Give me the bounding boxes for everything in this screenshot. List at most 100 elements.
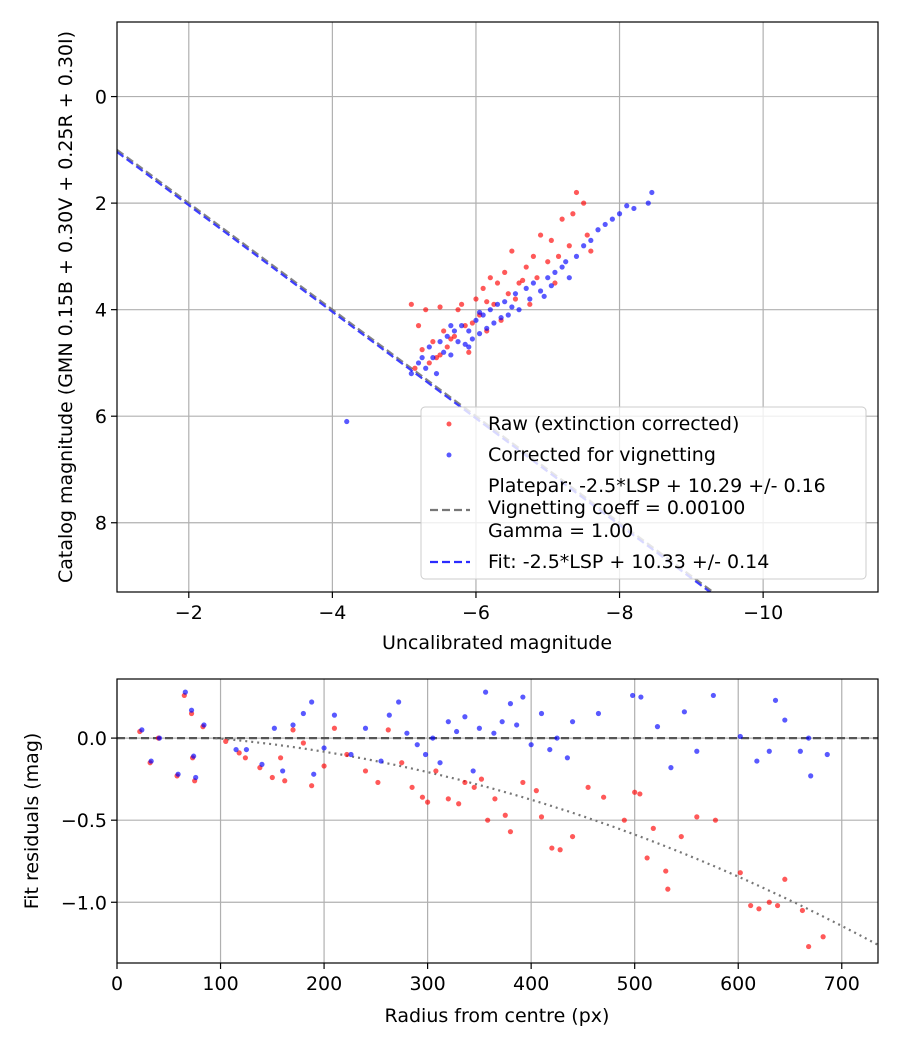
top-x-tick-label: −4 <box>318 602 346 624</box>
top-x-tick-label: −8 <box>606 602 634 624</box>
bottom-corrected-point <box>694 748 700 754</box>
bottom-corrected-point <box>290 722 296 728</box>
bottom-corrected-point <box>538 710 545 717</box>
top-corrected-point <box>541 293 547 299</box>
top-raw-point <box>584 232 590 238</box>
bottom-corrected-point <box>797 748 803 754</box>
bottom-raw-point <box>663 868 669 874</box>
top-corrected-point <box>437 339 443 345</box>
top-corrected-point <box>466 344 472 350</box>
bottom-corrected-point <box>331 712 338 718</box>
top-corrected-point <box>473 317 479 323</box>
top-raw-point <box>588 248 594 254</box>
bottom-raw-point <box>462 779 468 786</box>
top-raw-point <box>462 323 468 329</box>
top-raw-point <box>430 339 436 345</box>
bottom-points <box>137 689 830 950</box>
top-raw-point <box>505 291 511 297</box>
bottom-raw-point <box>601 794 607 800</box>
bottom-raw-point <box>433 768 439 774</box>
legend-corrected-marker <box>446 452 452 458</box>
bottom-corrected-point <box>564 755 570 761</box>
bottom-corrected-point <box>754 758 760 764</box>
legend-platepar-line1: Platepar: -2.5*LSP + 10.29 +/- 0.16 <box>488 475 826 497</box>
top-corrected-point <box>645 200 651 206</box>
top-x-axis-label: Uncalibrated magnitude <box>382 632 612 654</box>
bottom-corrected-point <box>422 751 429 758</box>
bottom-corrected-point <box>520 694 526 700</box>
bottom-raw-point <box>425 799 431 805</box>
top-raw-point <box>441 328 447 334</box>
top-corrected-point <box>426 344 432 350</box>
top-corrected-point <box>408 370 414 377</box>
bottom-raw-point <box>502 812 508 818</box>
bottom-corrected-point <box>182 689 188 695</box>
top-raw-point <box>534 275 540 281</box>
bottom-corrected-point <box>668 765 674 771</box>
legend-fit-label: Fit: -2.5*LSP + 10.33 +/- 0.14 <box>488 551 769 573</box>
bottom-corrected-point <box>309 699 315 705</box>
top-raw-point <box>512 296 519 302</box>
bottom-raw-point <box>223 738 229 744</box>
bottom-corrected-point <box>148 758 154 764</box>
bottom-raw-point <box>549 845 555 851</box>
bottom-corrected-point <box>193 774 199 781</box>
bottom-y-tick-label: −0.5 <box>61 810 107 832</box>
top-corrected-point <box>444 333 450 339</box>
top-corrected-point <box>451 328 458 334</box>
bottom-corrected-point <box>554 735 560 741</box>
bottom-raw-point <box>309 783 315 789</box>
top-corrected-point <box>527 296 533 302</box>
top-corrected-point <box>462 341 468 347</box>
bottom-corrected-point <box>454 728 460 735</box>
bottom-corrected-point <box>499 719 505 725</box>
legend-raw-label: Raw (extinction corrected) <box>488 413 739 435</box>
bottom-raw-point <box>300 740 306 746</box>
top-raw-point <box>423 307 429 313</box>
bottom-x-axis-label: Radius from centre (px) <box>385 1005 610 1027</box>
top-corrected-point <box>588 237 594 244</box>
top-corrected-point <box>505 312 511 318</box>
bottom-chart: 0 100 200 300 400 500 600 700 0.0 −0.5 −1.0 Radius… <box>21 678 879 1027</box>
bottom-y-tick-label: 0.0 <box>77 728 107 750</box>
bottom-corrected-point <box>630 692 636 699</box>
top-raw-point <box>527 301 533 307</box>
bottom-x-tick-label: 0 <box>111 973 123 995</box>
top-corrected-point <box>484 325 490 331</box>
bottom-corrected-point <box>362 725 369 731</box>
bottom-corrected-point <box>414 742 420 748</box>
bottom-corrected-point <box>772 697 779 703</box>
top-x-tick-label: −10 <box>743 602 783 624</box>
top-raw-point <box>548 237 554 244</box>
top-raw-point <box>459 301 465 307</box>
bottom-raw-point <box>344 751 350 758</box>
bottom-x-tick-label: 300 <box>409 973 445 995</box>
top-corrected-point <box>595 227 601 233</box>
top-points <box>344 189 655 425</box>
bottom-x-tick-label: 100 <box>202 973 238 995</box>
top-raw-point <box>437 304 443 310</box>
bottom-corrected-point <box>201 722 207 728</box>
top-raw-point <box>466 349 472 355</box>
bottom-corrected-point <box>188 707 195 713</box>
bottom-raw-point <box>678 833 684 840</box>
top-corrected-point <box>344 418 350 425</box>
bottom-raw-point <box>277 755 284 761</box>
legend-platepar-line2: Vignetting coeff = 0.00100 <box>488 497 745 519</box>
top-corrected-point <box>480 312 486 318</box>
legend-raw-marker <box>446 421 452 427</box>
top-raw-point <box>494 280 501 286</box>
bottom-corrected-point <box>191 753 197 759</box>
top-corrected-point <box>423 365 429 371</box>
top-raw-point <box>412 365 418 371</box>
bottom-corrected-point <box>476 725 482 731</box>
bottom-corrected-point <box>280 768 286 774</box>
top-corrected-point <box>602 221 608 228</box>
top-raw-point <box>559 216 565 222</box>
top-raw-point <box>484 299 490 305</box>
bottom-grid <box>116 679 878 963</box>
top-raw-point <box>469 320 475 326</box>
bottom-raw-point <box>419 794 426 800</box>
bottom-raw-point <box>585 784 591 790</box>
